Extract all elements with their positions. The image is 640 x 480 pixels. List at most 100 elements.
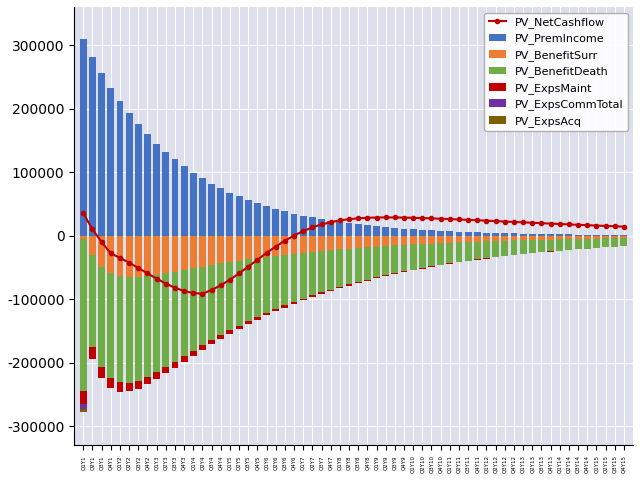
Bar [446, 243, 453, 264]
Bar [180, 167, 188, 236]
Bar [172, 272, 179, 362]
Bar [437, 243, 444, 265]
Bar [180, 356, 188, 361]
PV_NetCashflow [171, 285, 179, 291]
Bar [190, 236, 196, 268]
Legend: PV_NetCashflow, PV_PremIncome, PV_BenefitSurr, PV_BenefitDeath, PV_ExpsMaint, PV: PV_NetCashflow, PV_PremIncome, PV_Benefi… [484, 12, 627, 131]
PV_NetCashflow [79, 211, 87, 216]
Bar [153, 236, 160, 275]
Bar [190, 173, 196, 236]
Bar [437, 231, 444, 236]
Bar [392, 245, 398, 273]
Bar [355, 248, 362, 282]
Bar [620, 236, 627, 238]
Bar [446, 231, 453, 236]
Bar [538, 236, 545, 240]
Bar [529, 236, 536, 240]
Bar [327, 250, 334, 289]
Bar [392, 236, 398, 245]
Bar [245, 236, 252, 259]
Bar [245, 200, 252, 236]
Bar [135, 277, 141, 381]
Bar [465, 236, 472, 242]
Bar [153, 144, 160, 236]
Bar [80, 391, 87, 404]
Bar [575, 236, 582, 239]
Bar [419, 268, 426, 269]
Bar [337, 222, 343, 236]
Bar [163, 273, 169, 367]
Bar [218, 264, 224, 335]
Bar [291, 236, 298, 253]
Bar [300, 252, 307, 299]
Bar [245, 321, 252, 324]
Bar [337, 236, 343, 249]
Bar [218, 236, 224, 264]
Bar [254, 317, 261, 320]
Bar [208, 265, 215, 340]
Bar [245, 259, 252, 321]
Bar [80, 39, 87, 236]
Bar [373, 247, 380, 277]
Bar [529, 240, 536, 253]
Bar [80, 239, 87, 391]
Bar [364, 247, 371, 279]
Bar [163, 152, 169, 236]
Bar [89, 236, 96, 255]
Bar [382, 246, 389, 276]
PV_NetCashflow [272, 244, 280, 250]
Bar [483, 241, 490, 258]
Bar [428, 243, 435, 266]
Bar [611, 236, 618, 238]
Bar [492, 233, 499, 236]
Bar [309, 252, 316, 295]
Bar [474, 232, 481, 236]
Bar [199, 179, 206, 236]
Bar [593, 236, 600, 239]
Bar [428, 230, 435, 236]
Bar [593, 235, 600, 236]
Bar [300, 216, 307, 236]
Bar [437, 236, 444, 243]
Bar [180, 236, 188, 270]
Bar [318, 292, 325, 294]
Bar [208, 236, 215, 265]
Bar [80, 404, 87, 409]
Bar [125, 277, 132, 383]
Bar [318, 219, 325, 236]
Bar [199, 346, 206, 350]
PV_NetCashflow [620, 224, 628, 229]
Bar [116, 383, 124, 392]
Bar [337, 287, 343, 288]
Bar [272, 209, 279, 236]
Bar [456, 242, 463, 262]
Bar [346, 249, 353, 284]
Bar [80, 236, 87, 239]
Bar [282, 236, 289, 254]
Bar [318, 236, 325, 251]
Bar [364, 279, 371, 281]
Bar [108, 378, 115, 388]
Bar [125, 236, 132, 277]
Bar [98, 236, 105, 267]
Bar [80, 409, 87, 412]
Bar [373, 236, 380, 247]
Bar [153, 372, 160, 379]
Bar [318, 251, 325, 292]
Bar [511, 240, 517, 255]
Bar [236, 325, 243, 329]
Bar [108, 273, 115, 378]
Bar [474, 236, 481, 241]
Bar [556, 236, 563, 240]
Bar [337, 249, 343, 287]
Bar [300, 299, 307, 300]
Bar [382, 227, 389, 236]
Bar [520, 240, 527, 254]
Bar [373, 277, 380, 278]
Bar [401, 236, 408, 245]
Bar [309, 217, 316, 236]
Bar [144, 276, 151, 377]
Bar [163, 236, 169, 273]
Bar [108, 87, 115, 236]
Bar [272, 236, 279, 256]
